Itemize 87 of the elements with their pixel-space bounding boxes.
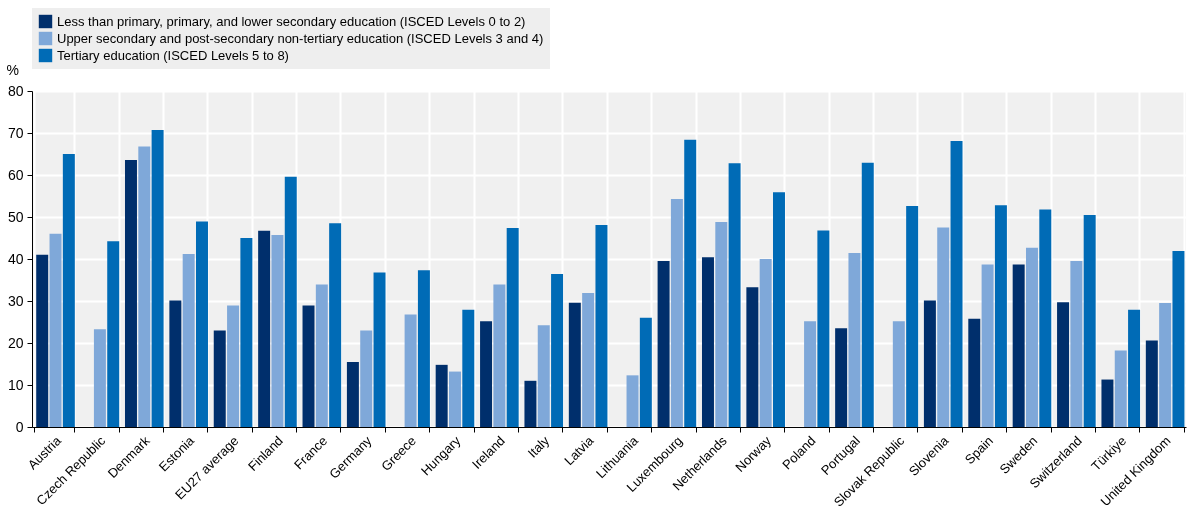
bar [506,227,519,427]
bar [329,223,342,427]
y-tick-label: 40 [7,250,24,267]
bar [1039,209,1052,427]
bar [950,140,963,427]
bar [1070,261,1083,427]
bar [728,163,741,427]
bar [448,371,461,427]
y-tick-label: 80 [7,82,24,99]
y-tick-label: 50 [7,208,24,225]
y-tick-label: 20 [7,334,24,351]
bar [462,309,475,427]
bar [1057,302,1070,427]
bar [1083,214,1096,427]
bar [258,230,271,427]
bar [1025,247,1038,427]
bar [62,154,75,427]
bar [937,227,950,427]
legend-label: Upper secondary and post-secondary non-tertiary education (ISCED Levels 3 and 4) [57,30,544,46]
bar [138,146,151,427]
bar [196,221,208,427]
bar [892,321,905,427]
bar [1114,350,1127,427]
bar [701,257,714,427]
bar [923,300,936,427]
bar [227,305,240,427]
bar [169,300,182,427]
bar [759,259,772,427]
x-tick-label: Italy [524,432,553,461]
bar [1159,303,1172,427]
bar [568,302,581,427]
bar [213,330,226,427]
bar [817,230,830,427]
bar [360,330,373,427]
bar [994,205,1007,427]
bar [551,274,564,427]
bar [968,318,981,427]
bar [639,317,652,427]
bar [715,222,728,427]
bar [861,162,874,427]
y-tick-label: 70 [7,124,24,141]
bar [93,329,106,427]
y-tick-label: 30 [7,292,24,309]
legend-label: Less than primary, primary, and lower secondary education (ISCED Levels 0 to 2) [57,13,526,29]
bar [493,284,506,427]
bar [537,325,550,427]
bar [182,253,195,427]
bar [124,159,137,427]
bar [435,364,448,427]
bar [373,272,386,427]
bar [906,206,919,427]
bar [524,380,537,427]
bar [240,238,253,427]
y-tick-label: 0 [15,418,24,435]
legend-label: Tertiary education (ISCED Levels 5 to 8) [57,47,289,63]
bar [107,241,120,427]
bar [981,264,994,427]
y-tick-label: 60 [7,166,24,183]
bar [657,261,670,427]
y-axis-title: % [6,61,19,78]
bar [36,254,49,427]
bar [835,328,848,427]
bar [670,198,683,427]
bar [271,235,284,427]
bar [284,176,297,427]
bar [302,305,315,427]
bar [1145,340,1158,427]
bar [151,130,164,427]
bar [684,139,697,427]
bar [1101,379,1114,427]
bar [49,233,62,427]
bar [626,375,639,427]
bar [1172,251,1185,427]
bar [480,321,493,427]
bar [1012,264,1025,427]
bar [417,270,430,427]
y-tick-label: 10 [7,376,24,393]
bar [346,361,359,427]
bar [804,321,817,427]
bar [315,284,328,427]
bar [404,314,417,427]
bar [595,224,608,427]
bar [773,192,785,427]
bar [848,253,861,427]
bar [746,287,759,427]
bar [1128,309,1141,427]
bar [582,293,595,427]
